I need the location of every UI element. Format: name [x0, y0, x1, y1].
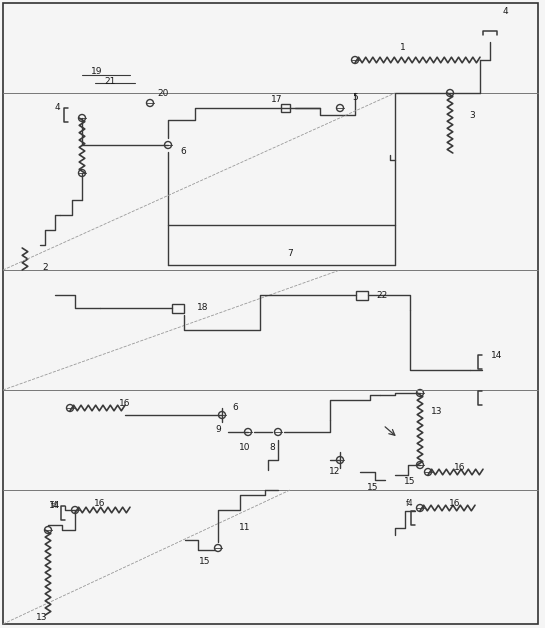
Text: 4: 4: [54, 102, 60, 112]
Text: 13: 13: [37, 614, 48, 622]
Text: 22: 22: [376, 291, 387, 300]
Text: f4: f4: [406, 499, 414, 507]
Text: 2: 2: [42, 263, 48, 271]
Text: 14: 14: [49, 501, 60, 509]
Text: 14: 14: [491, 350, 502, 359]
Text: 21: 21: [104, 77, 116, 87]
Bar: [281, 104, 289, 112]
Text: 16: 16: [119, 399, 131, 408]
Text: 16: 16: [94, 499, 106, 507]
Text: 16: 16: [449, 499, 461, 507]
Text: 3: 3: [469, 111, 475, 119]
Text: 11: 11: [239, 524, 251, 533]
Text: 8: 8: [269, 443, 275, 452]
Bar: [172, 303, 184, 313]
Text: 17: 17: [271, 95, 283, 104]
Text: 6: 6: [232, 404, 238, 413]
Text: 18: 18: [197, 303, 209, 313]
Text: 4: 4: [502, 8, 508, 16]
Text: 6: 6: [180, 148, 186, 156]
Text: 15: 15: [367, 482, 379, 492]
Text: f4: f4: [51, 501, 59, 509]
Text: 9: 9: [215, 426, 221, 435]
Text: 5: 5: [352, 94, 358, 102]
Text: 13: 13: [431, 408, 443, 416]
Text: 7: 7: [287, 249, 293, 257]
Text: 1: 1: [400, 43, 406, 53]
Text: 10: 10: [239, 443, 251, 452]
Text: 15: 15: [199, 558, 211, 566]
Text: 16: 16: [454, 462, 466, 472]
Text: 19: 19: [91, 67, 103, 77]
Text: 20: 20: [158, 90, 169, 99]
Bar: [356, 291, 368, 300]
Text: 15: 15: [404, 477, 416, 487]
Text: 12: 12: [329, 467, 341, 477]
